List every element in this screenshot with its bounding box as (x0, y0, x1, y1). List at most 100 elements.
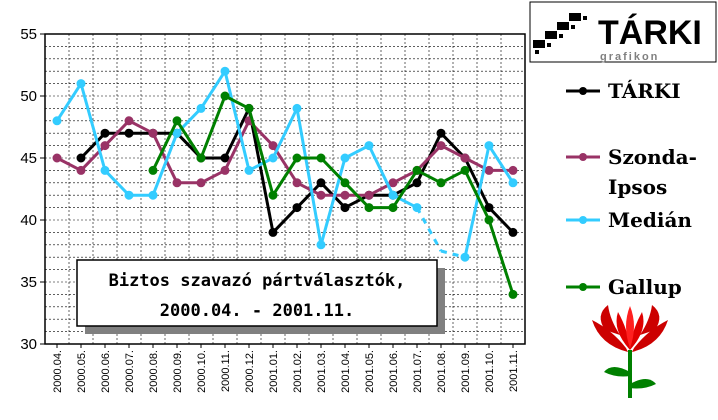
series-line-segment (487, 144, 515, 184)
data-point (364, 190, 374, 200)
data-point (124, 128, 134, 138)
data-point (508, 227, 518, 237)
data-point (268, 190, 278, 200)
series-line-segment (487, 206, 515, 234)
series-line-segment (319, 156, 347, 184)
x-tick-label: 2001.05. (364, 350, 376, 393)
series-line-segment (415, 206, 443, 252)
data-point (412, 165, 422, 175)
data-point (148, 165, 158, 175)
data-point (292, 203, 302, 213)
x-axis-ticks: 2000.04. 2000.05. 2000.06. 2000.07. 2000.08.… (52, 344, 520, 393)
data-point (220, 91, 230, 101)
series-line-segment (295, 181, 323, 209)
series-line-segment (55, 82, 83, 122)
data-point (508, 289, 518, 299)
data-point (484, 215, 494, 225)
x-tick-label: 2001.01. (268, 350, 280, 393)
series-line-segment (271, 157, 299, 197)
x-tick-label: 2000.12. (244, 350, 256, 393)
series-line-segment (103, 169, 131, 197)
series-line-segment (343, 181, 371, 209)
data-point (292, 103, 302, 113)
y-tick-label: 40 (20, 212, 37, 229)
x-tick-label: 2001.07. (412, 350, 424, 393)
legend-label: Gallup (608, 275, 682, 299)
legend: TÁRKI Szonda-Ipsos Medián Gallup (566, 79, 697, 299)
data-point (100, 165, 110, 175)
data-point (340, 178, 350, 188)
data-point (484, 203, 494, 213)
series-line-segment (200, 169, 226, 185)
data-point (172, 178, 182, 188)
data-point (292, 153, 302, 163)
data-point (100, 128, 110, 138)
series-line-segment (367, 144, 395, 196)
series-line-segment (175, 119, 203, 159)
chart-title: Biztos szavazó pártválasztók, (109, 271, 406, 291)
series-line-segment (56, 156, 82, 172)
data-point (124, 190, 134, 200)
chart-title-box: Biztos szavazó pártválasztók, 2000.04. -… (76, 259, 445, 334)
carnation-icon (592, 305, 668, 398)
y-tick-label: 30 (20, 336, 37, 353)
x-tick-label: 2000.08. (148, 350, 160, 393)
series-line-segment (344, 144, 370, 160)
series-line-segment (128, 119, 154, 135)
series-line-segment (271, 107, 299, 159)
series-line-segment (391, 169, 419, 209)
series-line-segment (271, 206, 299, 234)
series-line-segment (416, 169, 442, 185)
x-tick-label: 2001.11. (508, 350, 520, 392)
x-tick-label: 2000.09. (172, 350, 184, 393)
data-point (364, 141, 374, 151)
series-line-segment (151, 132, 179, 184)
series-line-segment (415, 144, 443, 172)
data-point (460, 165, 470, 175)
data-point (484, 165, 494, 175)
data-point (316, 190, 326, 200)
series-line-segment (223, 107, 251, 159)
logo-subtext: grafikon (600, 51, 659, 63)
data-point (268, 141, 278, 151)
y-axis-ticks: 30 35 40 45 50 55 (20, 26, 45, 353)
x-tick-label: 2001.03. (316, 350, 328, 393)
data-point (52, 153, 62, 163)
data-point (436, 141, 446, 151)
data-point (196, 153, 206, 163)
data-point (484, 141, 494, 151)
data-point (76, 153, 86, 163)
series-line-segment (151, 120, 179, 172)
data-point (76, 79, 86, 89)
series-line-segment (440, 169, 466, 185)
series-line-segment (79, 83, 107, 171)
data-point (340, 153, 350, 163)
logo-text: TÁRKI (598, 14, 702, 52)
data-point (316, 240, 326, 250)
x-tick-label: 2001.10. (484, 350, 496, 393)
legend-swatch-marker (579, 216, 587, 224)
series-line-segment (151, 132, 179, 196)
data-point (460, 252, 470, 262)
data-point (268, 153, 278, 163)
legend-label: TÁRKI (608, 79, 681, 103)
data-point (268, 227, 278, 237)
legend-swatch-marker (579, 153, 587, 161)
series-lines (52, 66, 518, 299)
data-point (172, 128, 182, 138)
data-point (436, 178, 446, 188)
data-point (148, 128, 158, 138)
legend-swatch-marker (579, 87, 587, 95)
x-tick-label: 2000.05. (76, 350, 88, 393)
data-point (52, 116, 62, 126)
series-line-segment (463, 145, 491, 258)
x-tick-label: 2001.04. (340, 350, 352, 393)
data-point (316, 178, 326, 188)
series-line-segment (392, 193, 418, 209)
series-line-segment (103, 119, 131, 147)
series-line-segment (247, 108, 275, 233)
data-point (340, 203, 350, 213)
series-line-segment (463, 157, 491, 209)
